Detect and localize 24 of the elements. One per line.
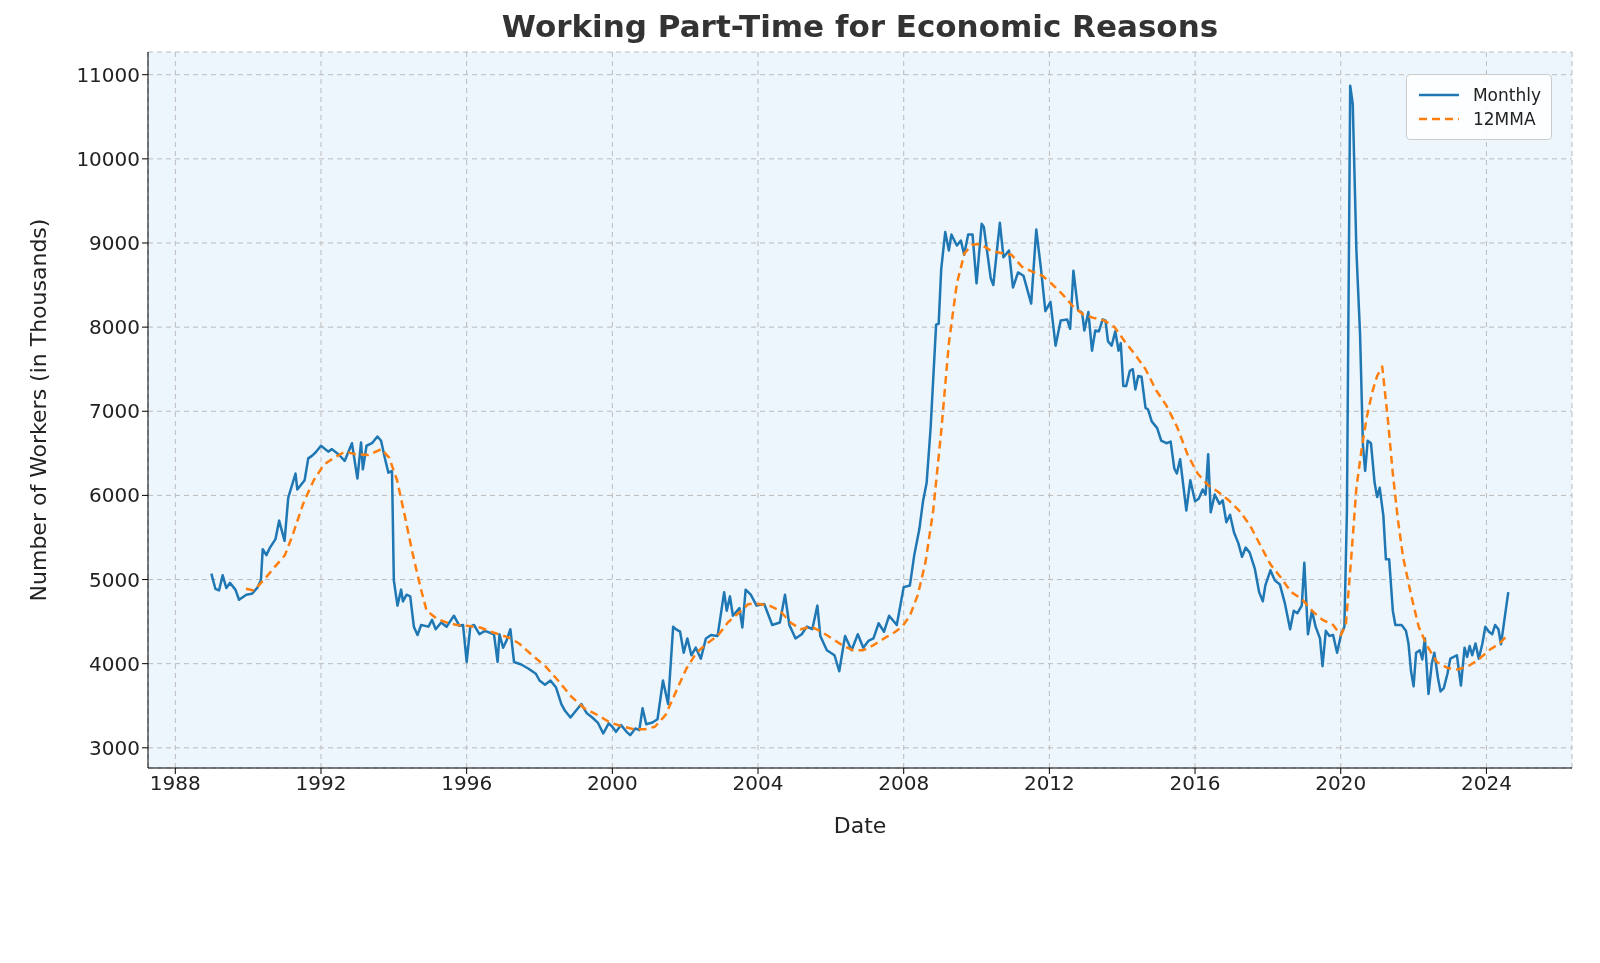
legend-label: Monthly [1472,85,1541,105]
y-axis-title: Number of Workers (in Thousands) [25,218,51,602]
legend-label: 12MMA [1472,109,1536,129]
x-tick-label: 1992 [295,771,347,796]
x-tick-label: 2016 [1169,771,1221,796]
y-tick-label: 4000 [89,651,140,676]
y-tick-label: 7000 [89,399,140,424]
x-tick-label: 2008 [878,771,930,796]
y-tick-label: 3000 [89,735,140,760]
x-tick-label: 2024 [1460,771,1512,796]
x-tick-label: 2000 [586,771,638,796]
x-tick-label: 2004 [732,771,784,796]
x-tick-label: 1996 [441,771,493,796]
y-tick-label: 11000 [76,62,140,87]
y-tick-label: 8000 [89,315,140,340]
y-tick-label: 6000 [89,483,140,508]
y-tick-label: 5000 [89,567,140,592]
x-tick-label: 1988 [149,771,201,796]
x-tick-label: 2020 [1315,771,1367,796]
y-tick-label: 9000 [89,231,140,256]
chart-title: Working Part-Time for Economic Reasons [500,8,1220,44]
y-tick-label: 10000 [76,146,140,171]
x-tick-label: 2012 [1023,771,1075,796]
x-axis-title: Date [833,813,887,838]
